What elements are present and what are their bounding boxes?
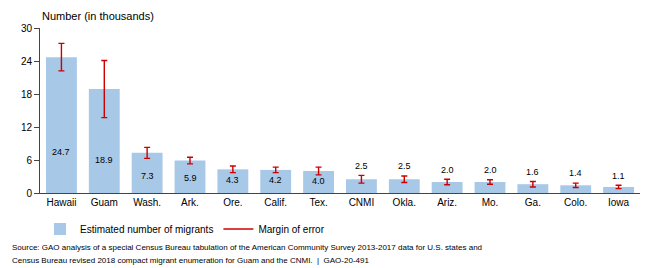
svg-text:Source: GAO analysis of a spec: Source: GAO analysis of a special Census… (12, 243, 482, 252)
svg-text:24: 24 (21, 56, 33, 67)
svg-text:0: 0 (26, 188, 32, 199)
svg-text:18: 18 (21, 89, 33, 100)
svg-text:Mo.: Mo. (482, 197, 499, 208)
svg-text:Tex.: Tex. (309, 197, 327, 208)
svg-text:Ore.: Ore. (223, 197, 242, 208)
svg-text:4.0: 4.0 (312, 176, 325, 186)
svg-text:12: 12 (21, 122, 33, 133)
svg-text:Census Bureau revised 2018 com: Census Bureau revised 2018 compact migra… (12, 256, 369, 265)
svg-text:Okla.: Okla. (393, 197, 416, 208)
svg-text:7.3: 7.3 (141, 171, 154, 181)
svg-text:2.5: 2.5 (398, 161, 411, 171)
svg-text:Ariz.: Ariz. (437, 197, 457, 208)
svg-text:Number (in thousands): Number (in thousands) (42, 10, 154, 22)
svg-text:4.3: 4.3 (226, 175, 239, 185)
svg-text:Iowa: Iowa (608, 197, 630, 208)
svg-text:1.1: 1.1 (612, 171, 625, 181)
svg-text:2.0: 2.0 (441, 165, 454, 175)
svg-text:Margin of error: Margin of error (258, 224, 324, 235)
svg-text:2.5: 2.5 (355, 161, 368, 171)
svg-text:6: 6 (26, 155, 32, 166)
svg-text:Ark.: Ark. (181, 197, 199, 208)
svg-text:1.4: 1.4 (569, 168, 582, 178)
svg-text:30: 30 (21, 23, 33, 34)
svg-text:Hawaii: Hawaii (46, 197, 76, 208)
svg-text:1.6: 1.6 (526, 167, 539, 177)
svg-text:Wash.: Wash. (133, 197, 161, 208)
svg-text:4.2: 4.2 (269, 175, 282, 185)
svg-text:CNMI: CNMI (349, 197, 375, 208)
svg-text:5.9: 5.9 (184, 173, 197, 183)
svg-text:Colo.: Colo. (564, 197, 587, 208)
svg-text:2.0: 2.0 (484, 165, 497, 175)
svg-text:24.7: 24.7 (52, 147, 70, 157)
svg-text:Calif.: Calif. (264, 197, 287, 208)
svg-text:Estimated number of migrants: Estimated number of migrants (80, 224, 213, 235)
svg-text:Ga.: Ga. (525, 197, 541, 208)
svg-text:Guam: Guam (91, 197, 118, 208)
svg-text:18.9: 18.9 (95, 155, 113, 165)
